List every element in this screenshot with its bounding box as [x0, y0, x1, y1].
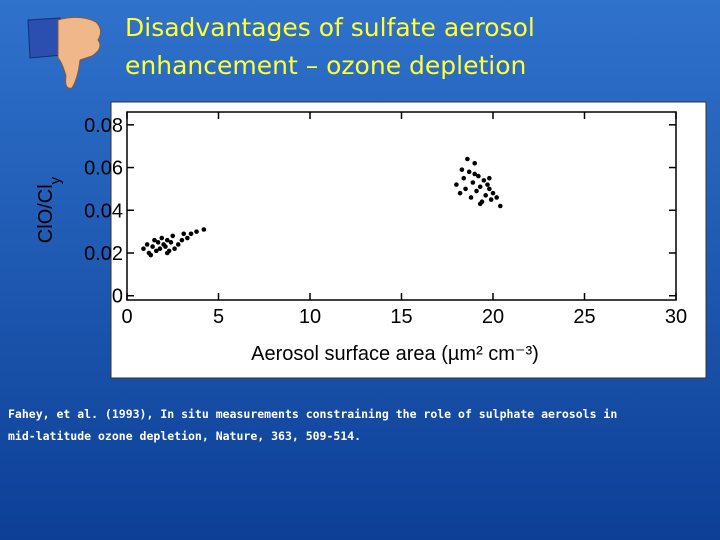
x-tick-label: 20: [482, 306, 504, 328]
point: [152, 237, 157, 243]
point: [481, 178, 487, 183]
y-axis-label-sub: y: [47, 176, 64, 184]
point: [487, 175, 492, 181]
chart-panel: [110, 101, 707, 379]
x-tick-label: 10: [299, 306, 321, 328]
point: [468, 195, 474, 200]
point: [461, 175, 467, 181]
point: [470, 180, 476, 185]
point: [459, 167, 465, 172]
point: [148, 252, 154, 258]
x-axis-label: Aerosol surface area (µm² cm⁻³): [251, 343, 539, 365]
point: [150, 244, 155, 249]
y-tick-label: 0.06: [84, 158, 123, 180]
point: [472, 171, 478, 177]
point: [494, 195, 499, 200]
point: [488, 197, 494, 202]
point: [141, 246, 146, 252]
point: [175, 242, 181, 247]
point: [188, 231, 194, 237]
point: [476, 173, 481, 179]
point: [144, 242, 150, 247]
y-tick-label: 0.04: [84, 200, 123, 222]
y-axis-label-main: ClO/Cl: [35, 184, 57, 243]
point: [477, 184, 483, 190]
point: [155, 240, 161, 245]
point: [153, 248, 159, 254]
point: [170, 233, 176, 239]
y-tick-label: 0.08: [84, 115, 123, 137]
point: [164, 250, 170, 256]
slide-title: Disadvantages of sulfate aerosol: [125, 13, 535, 42]
point: [172, 246, 177, 252]
x-tick-label: 15: [390, 306, 412, 328]
slide-title: enhancement – ozone depletion: [125, 51, 526, 80]
point: [168, 240, 174, 245]
point: [159, 235, 165, 241]
x-tick-label: 30: [665, 306, 687, 328]
point: [181, 231, 187, 237]
point: [472, 160, 478, 166]
x-tick-label: 25: [573, 306, 595, 328]
point: [466, 169, 472, 175]
point: [487, 186, 492, 192]
point: [463, 186, 468, 192]
point: [454, 182, 459, 187]
x-tick-label: 5: [213, 306, 224, 328]
point: [490, 190, 496, 196]
point: [179, 237, 185, 243]
point: [185, 235, 190, 241]
citation: Fahey, et al. (1993), In situ measuremen…: [8, 407, 617, 421]
point: [194, 229, 199, 234]
point: [157, 246, 163, 252]
point: [474, 188, 479, 194]
point: [163, 244, 168, 249]
x-tick-label: 0: [121, 306, 132, 328]
point: [201, 227, 207, 232]
point: [465, 156, 470, 162]
point: [483, 193, 488, 198]
y-axis-label: ClO/Cly: [35, 176, 64, 243]
y-tick-label: 0.02: [84, 243, 123, 265]
point: [164, 237, 170, 243]
citation: mid-latitude ozone depletion, Nature, 36…: [8, 429, 361, 443]
point: [477, 201, 483, 207]
point: [457, 190, 463, 196]
point: [485, 182, 490, 187]
thumbs-down-icon: [27, 16, 102, 89]
point: [498, 203, 503, 209]
y-tick-label: 0: [112, 286, 123, 308]
